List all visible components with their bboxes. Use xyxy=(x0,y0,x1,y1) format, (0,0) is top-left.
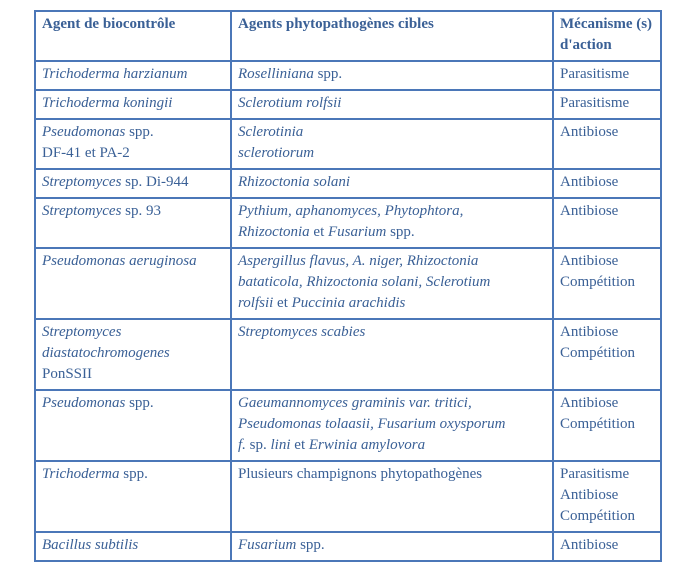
cell-target: Roselliniana spp. xyxy=(231,61,553,90)
table-row: Pseudomonas spp.Gaeumannomyces graminis … xyxy=(35,390,661,461)
table-row: Trichoderma koningiiSclerotium rolfsiiPa… xyxy=(35,90,661,119)
cell-mechanism: AntibioseCompétition xyxy=(553,248,661,319)
cell-mechanism: Parasitisme xyxy=(553,90,661,119)
cell-mechanism: AntibioseCompétition xyxy=(553,390,661,461)
biocontrol-table: Agent de biocontrôle Agents phytopathogè… xyxy=(34,10,662,562)
cell-agent: Streptomyces sp. Di-944 xyxy=(35,169,231,198)
cell-mechanism: Antibiose xyxy=(553,532,661,561)
cell-mechanism: AntibioseCompétition xyxy=(553,319,661,390)
table-row: Trichoderma harzianumRoselliniana spp.Pa… xyxy=(35,61,661,90)
table-row: Pseudomonas aeruginosaAspergillus flavus… xyxy=(35,248,661,319)
table-container: Agent de biocontrôle Agents phytopathogè… xyxy=(0,0,678,580)
cell-agent: StreptomycesdiastatochromogenesPonSSII xyxy=(35,319,231,390)
header-target: Agents phytopathogènes cibles xyxy=(231,11,553,61)
header-agent: Agent de biocontrôle xyxy=(35,11,231,61)
cell-mechanism: Antibiose xyxy=(553,198,661,248)
cell-mechanism: ParasitismeAntibioseCompétition xyxy=(553,461,661,532)
cell-target: Streptomyces scabies xyxy=(231,319,553,390)
table-row: Streptomyces sp. 93Pythium, aphanomyces,… xyxy=(35,198,661,248)
cell-target: Sclerotium rolfsii xyxy=(231,90,553,119)
table-row: Bacillus subtilisFusarium spp.Antibiose xyxy=(35,532,661,561)
cell-mechanism: Antibiose xyxy=(553,169,661,198)
cell-agent: Streptomyces sp. 93 xyxy=(35,198,231,248)
cell-target: Plusieurs champignons phytopathogènes xyxy=(231,461,553,532)
header-mechanism: Mécanisme (s) d'action xyxy=(553,11,661,61)
cell-agent: Bacillus subtilis xyxy=(35,532,231,561)
cell-mechanism: Antibiose xyxy=(553,119,661,169)
cell-target: Rhizoctonia solani xyxy=(231,169,553,198)
table-body: Trichoderma harzianumRoselliniana spp.Pa… xyxy=(35,61,661,561)
cell-agent: Pseudomonas spp.DF-41 et PA-2 xyxy=(35,119,231,169)
cell-agent: Pseudomonas spp. xyxy=(35,390,231,461)
cell-target: Fusarium spp. xyxy=(231,532,553,561)
cell-agent: Trichoderma harzianum xyxy=(35,61,231,90)
table-row: StreptomycesdiastatochromogenesPonSSIISt… xyxy=(35,319,661,390)
table-row: Trichoderma spp.Plusieurs champignons ph… xyxy=(35,461,661,532)
cell-mechanism: Parasitisme xyxy=(553,61,661,90)
cell-target: Gaeumannomyces graminis var. tritici,Pse… xyxy=(231,390,553,461)
cell-agent: Pseudomonas aeruginosa xyxy=(35,248,231,319)
cell-target: Aspergillus flavus, A. niger, Rhizoctoni… xyxy=(231,248,553,319)
table-row: Streptomyces sp. Di-944Rhizoctonia solan… xyxy=(35,169,661,198)
cell-agent: Trichoderma spp. xyxy=(35,461,231,532)
cell-target: Sclerotiniasclerotiorum xyxy=(231,119,553,169)
cell-agent: Trichoderma koningii xyxy=(35,90,231,119)
cell-target: Pythium, aphanomyces, Phytophtora,Rhizoc… xyxy=(231,198,553,248)
header-row: Agent de biocontrôle Agents phytopathogè… xyxy=(35,11,661,61)
table-row: Pseudomonas spp.DF-41 et PA-2Sclerotinia… xyxy=(35,119,661,169)
